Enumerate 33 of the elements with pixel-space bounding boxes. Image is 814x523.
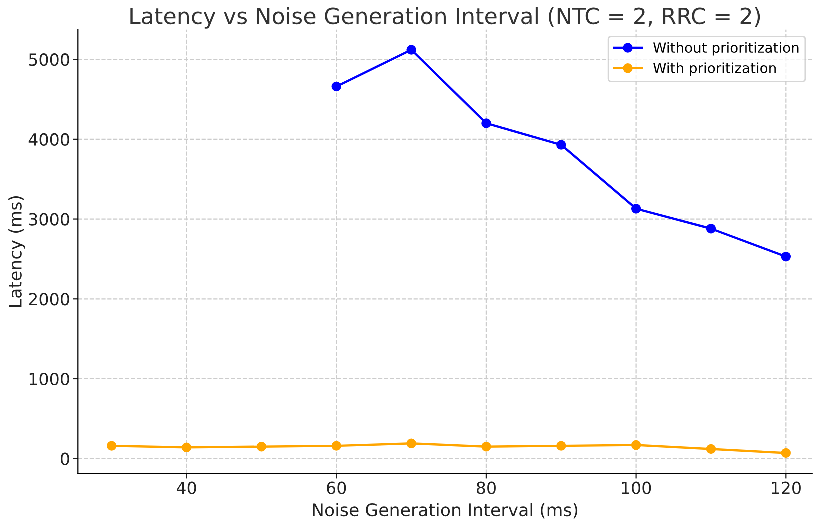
point [631,204,642,214]
y-tick-label: 3000 [29,213,70,226]
y-tick-label: 4000 [28,133,70,146]
point [556,140,566,150]
y-tick-label: 2000 [29,293,70,306]
x-tick-label: 60 [327,482,346,494]
y-tick-label: 5000 [29,54,70,66]
point [781,448,792,458]
x-axis-title: Noise Generation Interval (ms) [313,503,578,519]
point [556,441,566,451]
x-tick-label: 100 [622,482,652,494]
point [706,444,716,454]
point [332,441,342,451]
x-tick-label: 40 [176,482,196,494]
point [256,442,267,452]
point [106,441,117,451]
x-tick-label: 120 [772,482,801,494]
y-tick-label: 0 [61,452,70,466]
point [706,224,716,234]
point [781,252,792,262]
chart-title: Latency vs Noise Generation Interval (NTC = 2, RRC = 2) [130,7,760,29]
point [631,440,642,450]
point [482,118,492,128]
x-tick-label: 80 [476,482,496,494]
point [406,438,416,449]
legend-label: Without prioritization [653,42,799,56]
point [332,82,342,92]
legend-label: With prioritization [653,62,776,76]
point [406,45,416,55]
point [182,442,192,453]
y-axis-title: Latency (ms) [8,196,26,307]
point [482,442,492,452]
y-tick-label: 1000 [30,372,70,386]
